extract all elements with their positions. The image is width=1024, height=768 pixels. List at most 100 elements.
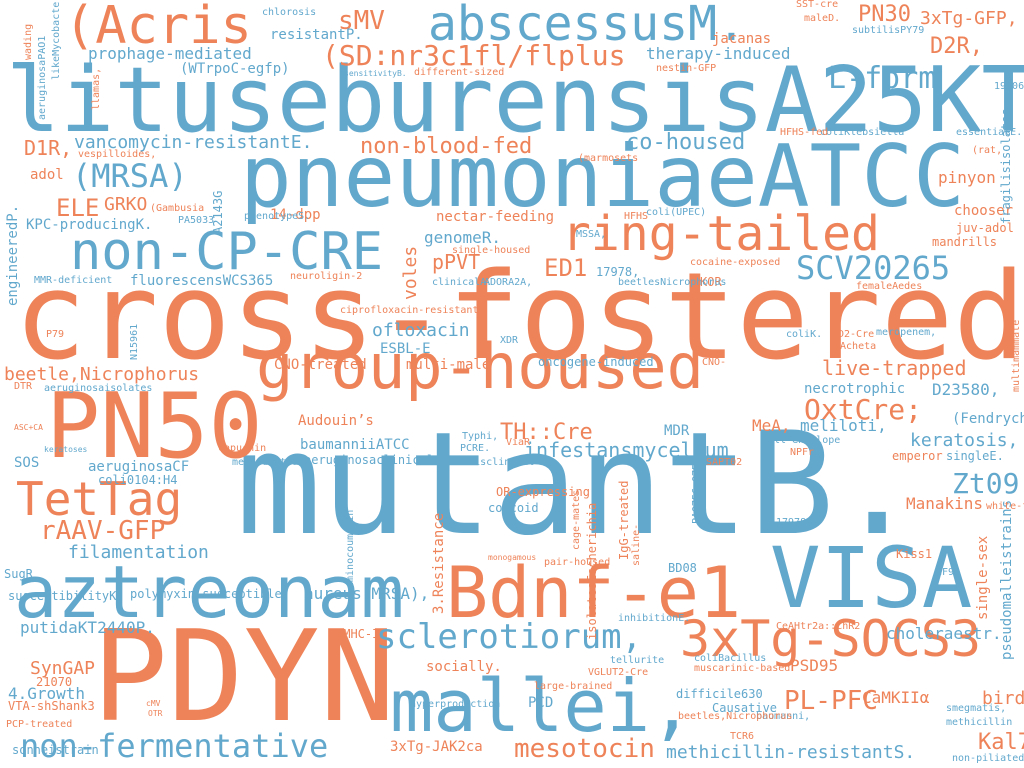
word: 14-dpp [270,207,321,223]
word: (WTrpoC-egfp) [180,61,290,77]
word: chlorosis [262,7,317,18]
word: aminocoumarin [345,509,356,588]
word: ELE [56,194,100,222]
word: (Acheta [834,341,877,352]
word: clinicalA. [432,277,493,288]
word: KOR [700,275,722,289]
word: ADORA2A, [484,277,533,288]
word: filamentation [68,542,209,563]
word: (marmosets [578,153,639,164]
word: beetlesNicrophorus [618,277,727,288]
word: pair-housed [544,557,611,568]
word: sonneistrain [12,743,99,757]
word: coccoid [488,501,539,515]
word: SAPT02 [706,457,743,468]
word: TH::Cre [500,420,593,445]
word: chooser [954,203,1014,219]
word: 4.Growth [8,684,86,703]
word: SynGAP [30,658,96,679]
word: coliBacillus [694,653,767,664]
word: XDR [500,335,519,346]
word: adol [30,167,64,183]
word: socially. [426,659,502,675]
word: 17978 [776,517,807,528]
word: N15961 [129,323,140,360]
word: cocaine-exposed [690,257,781,268]
word: sMV [338,6,385,36]
word: Bdnf-e1 [446,552,742,634]
word: oncogene-induced [538,355,654,369]
word: D2R, [930,34,983,59]
word: likeMycobacterium [51,0,62,80]
word: CF9 [936,567,955,578]
word: single-sex [975,535,991,620]
word: 21070 [36,675,73,689]
word: PCP-treated [6,719,73,730]
word: inhibitionE. [618,613,691,624]
word: muscarinic-based [694,663,791,674]
word: choleraestr. [886,624,1002,643]
word: single-housed [452,245,531,256]
word: cage-mates [571,489,582,550]
word: 3.Resistance [431,512,447,614]
word: keratoses [44,445,88,454]
word: faecalisclinical [438,457,535,468]
word: A2143G [211,190,225,234]
word: aeruginosaclinical [304,453,435,467]
word: coliKlebsiella [820,127,905,138]
word: Manakins [906,494,984,513]
word: 19606 [994,81,1024,92]
word: PN30 [858,2,911,27]
word: multimammate [1011,319,1022,392]
word: 17978, [596,265,640,279]
word: Causative [712,701,778,715]
word: non-blood-fed [360,134,533,159]
word: NPFr [790,447,815,458]
word: baumanni, [756,711,811,722]
word: VTA-shShank3 [8,699,95,713]
word: (Acris [64,0,252,56]
word: coli0104:H4 [98,473,178,487]
word: difficile630 [676,687,763,701]
word: MDR [664,423,690,439]
word: polymyxin-susceptible [130,587,282,601]
word: DTR [14,381,33,392]
word: essentialE. [956,127,1023,138]
word: mesotocin [514,734,655,764]
word: (MRSA) [72,157,188,195]
word: OxtCre; [804,393,923,426]
word: HFHS-fed [780,127,829,138]
word: pPVT [432,250,481,274]
word: lituseburensisA25KT, [6,48,1024,153]
word: Kal7 [978,730,1024,755]
word: wading [23,23,34,60]
word: Kiss1 [896,547,933,561]
word: CaMKIIα [862,688,930,707]
word: mutantB. [236,402,920,567]
word: rAAV-GFP [40,516,166,546]
word: nectar-feeding [436,209,555,225]
word: VGLUT2-Cre [588,667,649,678]
word: monogamous [488,553,537,562]
word: D23580, [932,380,1000,399]
word: resistantP. [270,27,363,43]
word: fragilisisolates [999,108,1013,224]
word: phenotypeS. [244,211,311,222]
word: fluorescensWCS365 [130,273,274,289]
word: ofloxacin [372,320,470,341]
word: pinyon [938,168,996,187]
word: GRKO [104,194,148,215]
word: ED1 [544,254,588,282]
word: isolatesEscherichia [585,502,599,640]
word: therapy-induced [646,44,791,63]
word: llamas, [91,67,102,110]
word: ESBL-E [380,341,431,357]
word: cross-fostered [14,248,1024,387]
word: MMR-deficient [34,275,113,286]
word: methodsStrain [232,457,311,468]
word: hyperproduction [410,699,501,710]
word: PA5033 [178,215,215,226]
word: coliK. [786,329,823,340]
word: multi-male [406,357,491,373]
